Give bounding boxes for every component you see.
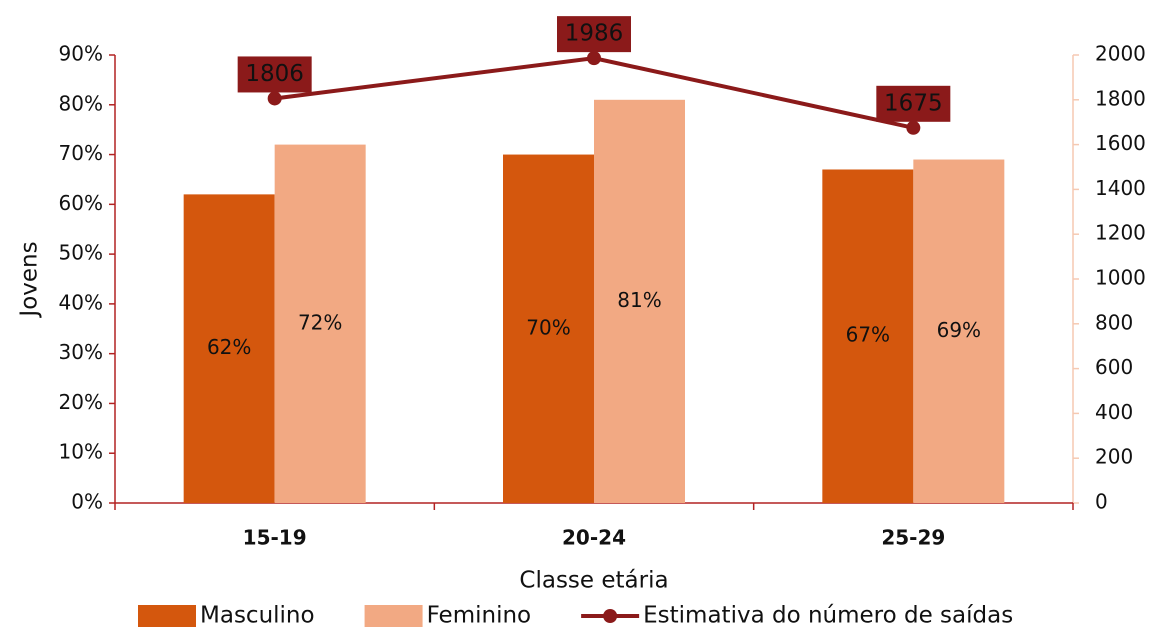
bar-value-label: 62% (207, 335, 251, 359)
line-value-box (876, 85, 951, 122)
line-value-box (237, 56, 312, 93)
y-tick-label: 60% (59, 191, 103, 215)
y-tick-label: 80% (59, 91, 103, 115)
y-tick-label: 40% (59, 290, 103, 314)
y-tick-label: 20% (59, 390, 103, 414)
x-axis-label: Classe etária (519, 568, 668, 594)
line-value-label: 1986 (565, 21, 624, 47)
y2-tick-label: 0 (1095, 490, 1108, 514)
y-tick-label: 70% (59, 141, 103, 165)
y2-tick-label: 1600 (1095, 131, 1146, 155)
line-marker (906, 120, 921, 135)
y2-tick-label: 600 (1095, 355, 1133, 379)
y2-tick-label: 400 (1095, 400, 1133, 424)
line-value-label: 1806 (245, 61, 304, 87)
bar (503, 154, 594, 504)
x-tick-label: 15-19 (243, 526, 307, 550)
y-axis-label: Jovens (17, 241, 43, 318)
legend-swatch (364, 605, 423, 627)
x-tick-label: 25-29 (881, 526, 945, 550)
y2-tick-label: 800 (1095, 310, 1133, 334)
y-tick-label: 50% (59, 241, 103, 265)
x-tick-label: 20-24 (562, 526, 626, 550)
bar (274, 144, 366, 503)
legend-label: Masculino (200, 603, 315, 629)
bar-value-label: 67% (846, 323, 890, 347)
bar-value-label: 69% (937, 318, 981, 342)
bar (183, 194, 275, 503)
y-tick-label: 30% (59, 340, 103, 364)
y-tick-label: 0% (71, 490, 103, 514)
legend-swatch (138, 605, 196, 627)
line-value-box (557, 16, 631, 53)
line-value-label: 1675 (884, 90, 943, 116)
y2-tick-label: 200 (1095, 445, 1133, 469)
bar (913, 159, 1005, 504)
bar-value-label: 70% (526, 315, 570, 339)
legend-label: Feminino (427, 603, 532, 629)
y2-tick-label: 1400 (1095, 176, 1146, 200)
y2-tick-label: 2000 (1095, 42, 1146, 66)
y2-tick-label: 1000 (1095, 266, 1146, 290)
y2-tick-label: 1800 (1095, 86, 1146, 110)
y-tick-label: 90% (59, 42, 103, 66)
legend-swatch (603, 609, 618, 623)
line-marker (587, 51, 601, 66)
line-marker (267, 91, 282, 106)
y-tick-label: 10% (59, 440, 103, 464)
bar (594, 99, 685, 504)
y2-tick-label: 1200 (1095, 221, 1146, 245)
legend-label: Estimativa do número de saídas (643, 603, 1013, 629)
bar-value-label: 72% (298, 310, 342, 334)
bar (822, 169, 914, 503)
bar-value-label: 81% (617, 288, 661, 312)
